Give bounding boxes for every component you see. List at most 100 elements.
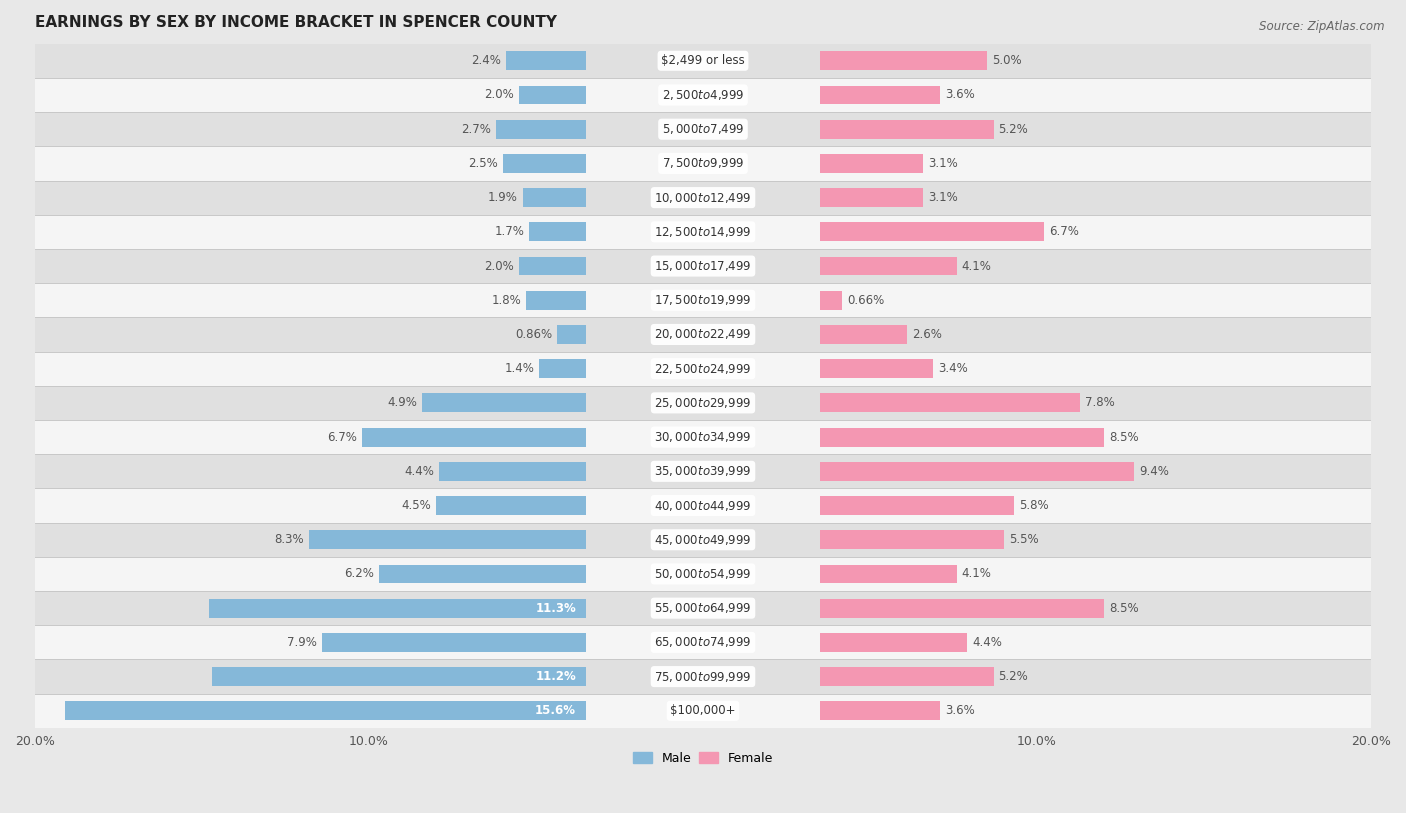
Bar	[519, 85, 586, 104]
Text: 8.3%: 8.3%	[274, 533, 304, 546]
Text: 11.3%: 11.3%	[536, 602, 576, 615]
Bar	[35, 659, 1371, 693]
Text: 4.5%: 4.5%	[401, 499, 430, 512]
Bar	[820, 154, 924, 173]
Bar	[820, 462, 1133, 480]
Bar	[35, 249, 1371, 283]
Text: 15.6%: 15.6%	[536, 704, 576, 717]
Text: 9.4%: 9.4%	[1139, 465, 1168, 478]
Bar	[502, 154, 586, 173]
Bar	[820, 257, 957, 276]
Text: $50,000 to $54,999: $50,000 to $54,999	[654, 567, 752, 581]
Text: $22,500 to $24,999: $22,500 to $24,999	[654, 362, 752, 376]
Text: 2.0%: 2.0%	[485, 259, 515, 272]
Bar	[820, 120, 994, 138]
Bar	[820, 325, 907, 344]
Text: 4.9%: 4.9%	[388, 397, 418, 410]
Text: 4.1%: 4.1%	[962, 567, 991, 580]
Bar	[35, 112, 1371, 146]
Text: 4.4%: 4.4%	[405, 465, 434, 478]
Bar	[35, 557, 1371, 591]
Text: 7.9%: 7.9%	[287, 636, 318, 649]
Legend: Male, Female: Male, Female	[628, 746, 778, 770]
Text: Source: ZipAtlas.com: Source: ZipAtlas.com	[1260, 20, 1385, 33]
Text: 11.2%: 11.2%	[536, 670, 576, 683]
Text: 0.86%: 0.86%	[515, 328, 553, 341]
Bar	[35, 180, 1371, 215]
Bar	[212, 667, 586, 686]
Text: 5.5%: 5.5%	[1008, 533, 1038, 546]
Bar	[820, 428, 1104, 446]
Text: $2,499 or less: $2,499 or less	[661, 54, 745, 67]
Text: 4.4%: 4.4%	[972, 636, 1001, 649]
Bar	[519, 257, 586, 276]
Text: $35,000 to $39,999: $35,000 to $39,999	[654, 464, 752, 478]
Bar	[540, 359, 586, 378]
Bar	[35, 351, 1371, 386]
Bar	[820, 530, 1004, 549]
Bar	[436, 496, 586, 515]
Bar	[35, 317, 1371, 351]
Bar	[820, 51, 987, 70]
Bar	[557, 325, 586, 344]
Text: 5.0%: 5.0%	[993, 54, 1022, 67]
Text: $100,000+: $100,000+	[671, 704, 735, 717]
Bar	[309, 530, 586, 549]
Text: $12,500 to $14,999: $12,500 to $14,999	[654, 225, 752, 239]
Text: 5.8%: 5.8%	[1019, 499, 1049, 512]
Text: $65,000 to $74,999: $65,000 to $74,999	[654, 636, 752, 650]
Text: 1.8%: 1.8%	[491, 293, 522, 307]
Bar	[820, 564, 957, 584]
Text: $20,000 to $22,499: $20,000 to $22,499	[654, 328, 752, 341]
Text: 1.9%: 1.9%	[488, 191, 517, 204]
Bar	[65, 702, 586, 720]
Text: 6.2%: 6.2%	[344, 567, 374, 580]
Text: $25,000 to $29,999: $25,000 to $29,999	[654, 396, 752, 410]
Text: 7.8%: 7.8%	[1085, 397, 1115, 410]
Bar	[380, 564, 586, 584]
Text: 6.7%: 6.7%	[328, 431, 357, 444]
Bar	[35, 591, 1371, 625]
Bar	[35, 78, 1371, 112]
Bar	[35, 625, 1371, 659]
Bar	[820, 393, 1080, 412]
Bar	[439, 462, 586, 480]
Bar	[506, 51, 586, 70]
Bar	[422, 393, 586, 412]
Text: 1.4%: 1.4%	[505, 362, 534, 375]
Bar	[35, 523, 1371, 557]
Bar	[35, 386, 1371, 420]
Text: 8.5%: 8.5%	[1109, 602, 1139, 615]
Bar	[820, 291, 842, 310]
Bar	[35, 489, 1371, 523]
Text: 2.4%: 2.4%	[471, 54, 501, 67]
Bar	[496, 120, 586, 138]
Bar	[363, 428, 586, 446]
Bar	[820, 85, 941, 104]
Bar	[529, 223, 586, 241]
Text: 6.7%: 6.7%	[1049, 225, 1078, 238]
Text: 5.2%: 5.2%	[998, 670, 1028, 683]
Text: $15,000 to $17,499: $15,000 to $17,499	[654, 259, 752, 273]
Text: $40,000 to $44,999: $40,000 to $44,999	[654, 498, 752, 512]
Bar	[526, 291, 586, 310]
Text: 3.6%: 3.6%	[945, 704, 974, 717]
Text: $75,000 to $99,999: $75,000 to $99,999	[654, 670, 752, 684]
Bar	[35, 454, 1371, 489]
Bar	[35, 420, 1371, 454]
Bar	[35, 283, 1371, 317]
Text: 3.1%: 3.1%	[928, 191, 959, 204]
Bar	[322, 633, 586, 652]
Text: $30,000 to $34,999: $30,000 to $34,999	[654, 430, 752, 444]
Text: $17,500 to $19,999: $17,500 to $19,999	[654, 293, 752, 307]
Text: 1.7%: 1.7%	[495, 225, 524, 238]
Bar	[820, 496, 1014, 515]
Bar	[820, 359, 934, 378]
Text: 2.6%: 2.6%	[911, 328, 942, 341]
Text: 4.1%: 4.1%	[962, 259, 991, 272]
Bar	[35, 146, 1371, 180]
Bar	[820, 702, 941, 720]
Bar	[35, 215, 1371, 249]
Text: 8.5%: 8.5%	[1109, 431, 1139, 444]
Bar	[523, 189, 586, 207]
